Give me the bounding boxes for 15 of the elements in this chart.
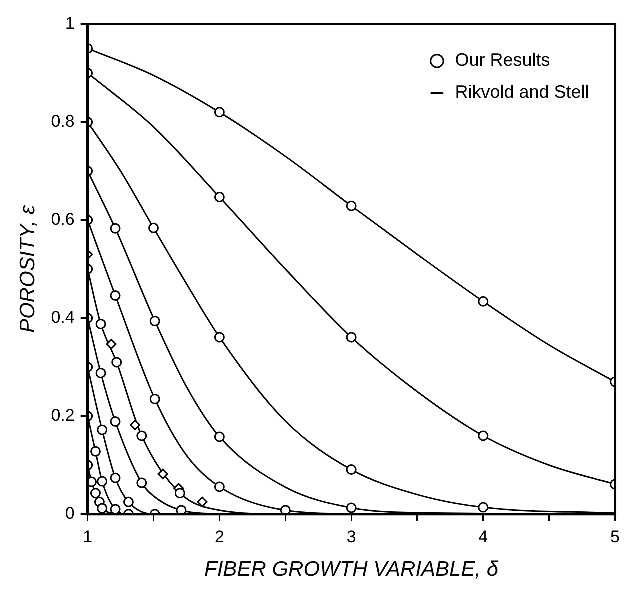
legend-label: Our Results: [455, 50, 550, 70]
x-tick-label: 1: [83, 527, 93, 546]
y-axis-title: POROSITY, ε: [16, 204, 40, 334]
y-tick-label: 0.2: [51, 406, 75, 426]
y-tick-label: 0.8: [51, 112, 75, 131]
legend-label: Rikvold and Stell: [455, 82, 590, 102]
y-tick-label: 1: [65, 14, 75, 33]
x-tick-label: 3: [346, 527, 356, 546]
y-tick-label: 0.6: [51, 210, 75, 229]
y-tick-label: 0.4: [51, 308, 75, 328]
x-tick-label: 4: [478, 527, 488, 546]
y-tick-label: 0: [65, 504, 75, 524]
x-tick-label: 2: [214, 527, 224, 546]
x-tick-label: 5: [610, 527, 620, 546]
x-axis-title: FIBER GROWTH VARIABLE, δ: [204, 558, 499, 582]
